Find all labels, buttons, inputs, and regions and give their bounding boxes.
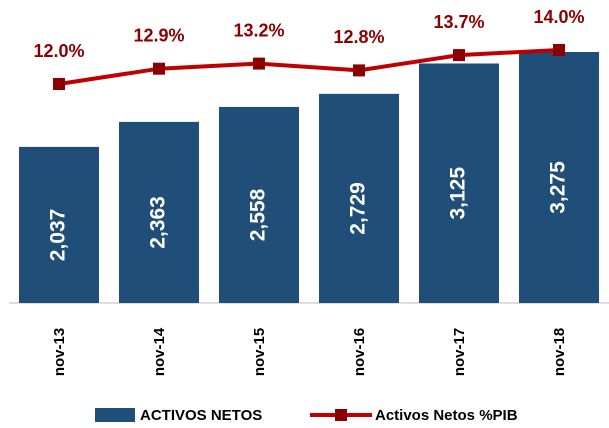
- x-tick-label: nov-18: [551, 328, 568, 376]
- line: [58, 48, 560, 86]
- line-value-label: 13.7%: [433, 12, 484, 32]
- line-value-label: 13.2%: [233, 20, 284, 40]
- bar: [519, 52, 599, 303]
- line-value-label: 12.8%: [333, 27, 384, 47]
- x-tick-label: nov-17: [451, 328, 468, 376]
- line-marker: [253, 57, 265, 70]
- x-tick-label: nov-15: [251, 328, 268, 376]
- legend-swatch-marker: [335, 409, 347, 421]
- bar-value-label: 2,729: [347, 182, 370, 235]
- bar: [319, 93, 399, 304]
- bar: [19, 146, 99, 303]
- line-value-label: 12.9%: [133, 25, 184, 45]
- legend-swatch: [95, 408, 135, 422]
- line-marker: [353, 64, 365, 77]
- bar-value-label: 2,558: [247, 188, 270, 241]
- bar: [119, 121, 199, 304]
- bar-value-label: 3,275: [547, 161, 570, 214]
- line-marker: [553, 44, 565, 56]
- line-marker: [53, 78, 65, 90]
- x-tick-label: nov-14: [151, 327, 168, 376]
- x-tick-label: nov-13: [51, 328, 68, 376]
- line-value-label: 14.0%: [533, 7, 584, 27]
- legend-label: Activos Netos %PIB: [375, 407, 518, 424]
- bar-value-label: 2,363: [147, 196, 170, 249]
- line-value-label: 12.0%: [33, 41, 84, 61]
- legend-label: ACTIVOS NETOS: [140, 407, 262, 424]
- bar: [419, 63, 499, 303]
- line-marker: [453, 49, 465, 62]
- line-marker: [153, 62, 165, 75]
- bar-value-label: 3,125: [447, 167, 470, 220]
- x-tick-label: nov-16: [351, 328, 368, 376]
- bar: [219, 106, 299, 304]
- bar-value-label: 2,037: [47, 209, 70, 262]
